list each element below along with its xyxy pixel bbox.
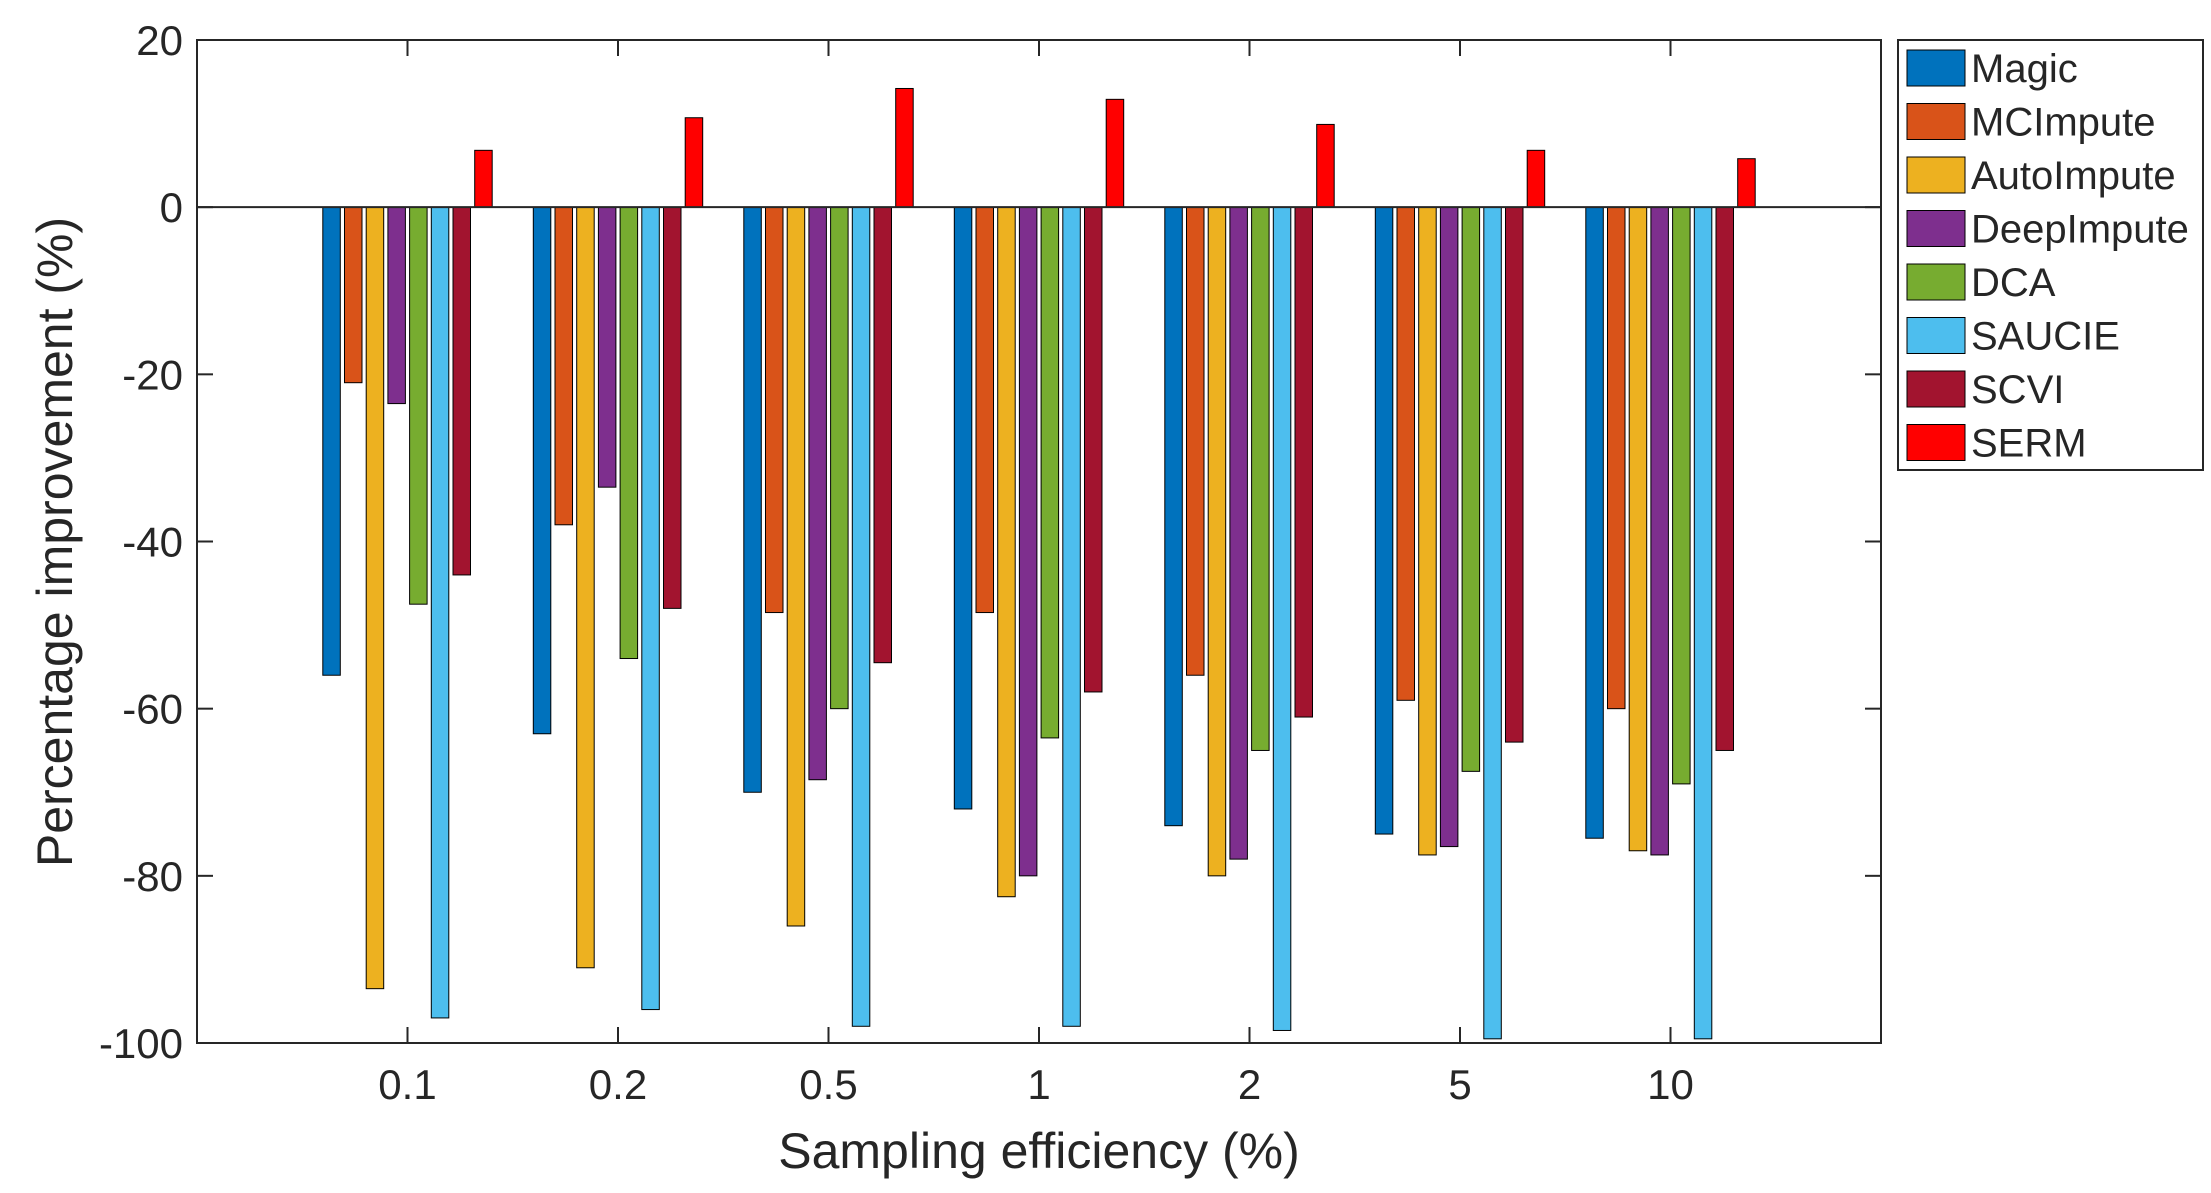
bar-scvi-5 [1505, 206, 1524, 743]
legend-label-mcimpute: MCImpute [1971, 101, 2156, 145]
bar-magic-2 [743, 206, 762, 793]
bar-deepimpute-1 [597, 206, 617, 488]
bar-magic-6 [1585, 206, 1604, 839]
bar-serm-2 [895, 87, 914, 208]
bar-saucie-2 [851, 206, 871, 1027]
bar-deepimpute-2 [808, 206, 827, 781]
bar-scvi-2 [873, 206, 892, 664]
bar-deepimpute-6 [1650, 206, 1669, 856]
y-axis: 20 0 -20 -40 -60 -80 -100 [99, 17, 1881, 1067]
x-tick-label: 10 [1647, 1061, 1694, 1108]
bar-magic-4 [1164, 206, 1183, 827]
x-tick-label: 2 [1238, 1061, 1261, 1108]
legend-swatch-scvi [1906, 370, 1966, 408]
bar-autoimpute-3 [997, 206, 1016, 898]
x-tick-label: 5 [1448, 1061, 1471, 1108]
legend-label-saucie: SAUCIE [1971, 315, 2120, 359]
y-tick-label: -40 [122, 519, 183, 566]
bar-saucie-0 [430, 206, 450, 1019]
bar-scvi-6 [1715, 206, 1734, 751]
bar-saucie-1 [641, 206, 660, 1011]
legend: Magic MCImpute AutoImpute DeepImpute DCA SAUC… [1897, 39, 2204, 471]
x-axis-label: Sampling efficiency (%) [778, 1123, 1300, 1179]
bar-autoimpute-5 [1418, 206, 1437, 856]
bar-saucie-6 [1693, 206, 1713, 1040]
bar-autoimpute-4 [1207, 206, 1227, 877]
bar-autoimpute-2 [786, 206, 806, 927]
bar-serm-1 [684, 117, 704, 208]
legend-swatch-dca [1906, 263, 1966, 301]
bar-deepimpute-0 [387, 206, 406, 405]
x-tick-label: 0.1 [378, 1061, 436, 1108]
bar-dca-6 [1672, 206, 1691, 785]
bar-dca-0 [409, 206, 428, 605]
bar-serm-4 [1316, 123, 1335, 208]
bar-magic-0 [322, 206, 341, 676]
bar-dca-3 [1040, 206, 1060, 739]
legend-label-magic: Magic [1971, 47, 2078, 91]
bar-serm-0 [474, 149, 493, 208]
bar-dca-5 [1461, 206, 1481, 772]
bar-serm-6 [1737, 158, 1756, 208]
bar-mcimpute-0 [344, 206, 363, 384]
bar-saucie-3 [1062, 206, 1081, 1027]
plot-area [196, 39, 1882, 1044]
bar-autoimpute-1 [576, 206, 595, 969]
bar-magic-5 [1374, 206, 1394, 835]
bar-dca-2 [830, 206, 849, 710]
y-tick-label: -60 [122, 686, 183, 733]
legend-label-scvi: SCVI [1971, 368, 2064, 412]
legend-swatch-autoimpute [1906, 156, 1966, 194]
bar-mcimpute-3 [975, 206, 994, 614]
bar-mcimpute-5 [1396, 206, 1415, 701]
bar-mcimpute-4 [1186, 206, 1205, 676]
bar-scvi-4 [1294, 206, 1313, 718]
bars-group [322, 87, 1756, 1040]
bar-autoimpute-6 [1628, 206, 1648, 852]
legend-swatch-serm [1906, 424, 1966, 461]
y-tick-label: -20 [122, 351, 183, 398]
x-axis: 0.1 0.2 0.5 1 2 5 10 [378, 40, 1694, 1108]
bar-saucie-5 [1483, 206, 1502, 1040]
bar-deepimpute-5 [1439, 206, 1459, 848]
y-tick-label: 0 [160, 184, 183, 231]
bar-scvi-3 [1084, 206, 1103, 693]
bar-serm-3 [1105, 98, 1125, 208]
bar-scvi-0 [452, 206, 471, 576]
legend-swatch-mcimpute [1906, 103, 1966, 140]
bar-dca-4 [1251, 206, 1270, 751]
legend-swatch-saucie [1906, 317, 1966, 354]
y-axis-label: Percentage improvement (%) [27, 217, 83, 867]
legend-label-dca: DCA [1971, 261, 2056, 305]
legend-label-serm: SERM [1971, 422, 2087, 466]
legend-swatch-deepimpute [1906, 210, 1966, 247]
bar-mcimpute-6 [1607, 206, 1626, 710]
bar-serm-5 [1526, 149, 1546, 208]
bar-magic-3 [953, 206, 973, 810]
bar-autoimpute-0 [365, 206, 385, 990]
legend-label-deepimpute: DeepImpute [1971, 208, 2189, 252]
y-tick-label: -80 [122, 853, 183, 900]
x-tick-label: 0.5 [799, 1061, 857, 1108]
bar-saucie-4 [1272, 206, 1292, 1031]
bar-magic-1 [532, 206, 552, 735]
legend-swatch-magic [1906, 49, 1966, 87]
y-tick-label: 20 [136, 17, 183, 64]
bar-mcimpute-1 [554, 206, 573, 526]
bar-mcimpute-2 [765, 206, 784, 614]
bar-scvi-1 [663, 206, 682, 609]
legend-label-autoimpute: AutoImpute [1971, 154, 2176, 198]
y-tick-label: -100 [99, 1020, 183, 1067]
bar-deepimpute-4 [1229, 206, 1248, 860]
x-tick-label: 0.2 [589, 1061, 647, 1108]
bar-deepimpute-3 [1018, 206, 1038, 877]
bar-dca-1 [619, 206, 639, 660]
x-tick-label: 1 [1027, 1061, 1050, 1108]
